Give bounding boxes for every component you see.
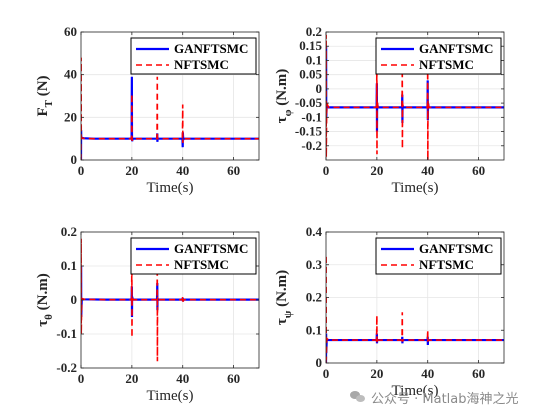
legend-label-nftsmc: NFTSMC — [419, 57, 474, 72]
y-axis-symbol: τ — [274, 318, 290, 325]
legend-box — [375, 237, 502, 275]
y-tick-label: 0.1 — [306, 322, 322, 337]
legend-box — [130, 237, 257, 275]
x-tick-label: 0 — [323, 366, 330, 381]
y-tick-label: -0.2 — [301, 138, 322, 153]
x-tick-label: 60 — [472, 163, 485, 178]
watermark: 公众号 · Matlab海神之光 — [350, 387, 519, 407]
legend-label-ganftsmc: GANFTSMC — [174, 41, 248, 56]
chart-panel-3: 0 20 40 60 -0.2 -0.1 0 0.1 0.2 Time(s) τθ (N.m) GAN… — [35, 224, 260, 404]
y-tick-label: 0.05 — [299, 67, 322, 82]
y-tick-label: 0.2 — [306, 290, 322, 305]
y-axis-label: τψ (N.m) — [274, 270, 294, 325]
y-axis-unit: (N.m) — [35, 273, 51, 314]
legend-label-ganftsmc: GANFTSMC — [174, 241, 248, 256]
wechat-logo-icon — [350, 390, 366, 404]
y-tick-label: 20 — [64, 109, 77, 124]
y-tick-label: 0 — [316, 81, 323, 96]
x-axis-label: Time(s) — [392, 180, 439, 196]
series-line-nftsmc — [326, 34, 504, 160]
y-axis-unit: (N.m) — [274, 270, 290, 311]
x-tick-label: 60 — [227, 163, 240, 178]
y-tick-label: -0.2 — [56, 360, 77, 375]
axes-box — [325, 31, 505, 161]
legend-label-nftsmc: NFTSMC — [419, 257, 474, 272]
y-axis-symbol: τ — [274, 116, 290, 123]
y-axis-subscript: ψ — [282, 310, 294, 318]
y-axis-symbol: τ — [35, 320, 51, 327]
y-axis-unit: (N) — [35, 75, 51, 100]
y-tick-label: -0.15 — [295, 124, 323, 139]
series-line-nftsmc — [326, 254, 504, 363]
series-line-nftsmc — [81, 238, 259, 362]
y-tick-label: 0 — [71, 292, 78, 307]
chart-panel-2: 0 20 40 60-0.2-0.15-0.1-0.0500.050.10.150.2… — [274, 24, 505, 196]
y-tick-label: 0.2 — [61, 224, 77, 239]
y-axis-label: τθ (N.m) — [35, 273, 55, 327]
legend-box — [130, 37, 257, 75]
x-axis-label: Time(s) — [147, 388, 194, 404]
x-tick-label: 40 — [421, 366, 434, 381]
x-tick-label: 0 — [78, 371, 85, 386]
y-axis-subscript: φ — [282, 109, 294, 116]
x-tick-label: 20 — [125, 371, 138, 386]
y-tick-label: 0 — [316, 355, 323, 370]
x-tick-label: 20 — [370, 163, 383, 178]
series-line-nftsmc — [81, 57, 259, 160]
y-tick-label: 60 — [64, 24, 77, 39]
axes-box — [80, 31, 260, 161]
y-tick-label: 0.1 — [306, 52, 322, 67]
chart-panel-4: 0 20 40 60 0 0.1 0.2 0.3 0.4 Time(s) τψ (N.m) GANFT… — [274, 224, 505, 399]
x-tick-label: 60 — [227, 371, 240, 386]
legend-label-ganftsmc: GANFTSMC — [419, 41, 493, 56]
y-tick-label: 0.15 — [299, 38, 322, 53]
y-tick-label: -0.1 — [301, 109, 322, 124]
x-tick-label: 20 — [370, 366, 383, 381]
x-tick-label: 40 — [421, 163, 434, 178]
y-tick-label: 0 — [71, 152, 78, 167]
chart-panel-1: 0 20 40 60 0 20 40 60 Time(s) FT (N) GANFTSMCNFTSM… — [35, 24, 260, 196]
watermark-text: 公众号 · Matlab海神之光 — [371, 391, 519, 407]
legend-label-nftsmc: NFTSMC — [174, 57, 229, 72]
x-tick-label: 40 — [176, 163, 189, 178]
y-tick-label: 40 — [64, 67, 77, 82]
x-tick-label: 20 — [125, 163, 138, 178]
y-axis-subscript: θ — [43, 314, 55, 320]
y-tick-label: -0.05 — [295, 95, 323, 110]
y-tick-label: 0.2 — [306, 24, 322, 39]
y-axis-subscript: T — [43, 99, 55, 107]
x-tick-label: 0 — [78, 163, 85, 178]
x-axis-label: Time(s) — [147, 180, 194, 196]
y-axis-label: FT (N) — [35, 75, 55, 116]
legend-box — [375, 37, 502, 75]
y-axis-symbol: F — [35, 107, 51, 116]
x-tick-label: 40 — [176, 371, 189, 386]
y-tick-label: -0.1 — [56, 326, 77, 341]
y-tick-label: 0.1 — [61, 258, 77, 273]
legend-label-nftsmc: NFTSMC — [174, 257, 229, 272]
y-axis-label: τφ (N.m) — [274, 69, 294, 124]
y-tick-label: 0.4 — [306, 224, 323, 239]
legend-label-ganftsmc: GANFTSMC — [419, 241, 493, 256]
y-tick-label: 0.3 — [306, 257, 323, 272]
y-axis-unit: (N.m) — [274, 69, 290, 110]
x-tick-label: 60 — [472, 366, 485, 381]
x-axis-label: Time(s) — [392, 383, 439, 399]
x-tick-label: 0 — [323, 163, 330, 178]
